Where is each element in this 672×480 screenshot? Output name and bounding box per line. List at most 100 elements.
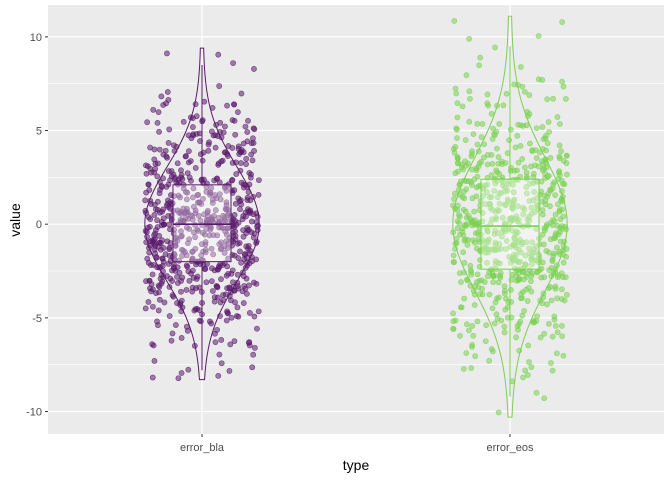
data-point [155, 109, 162, 116]
data-point [523, 184, 530, 191]
data-point [451, 18, 458, 24]
data-point [460, 249, 467, 256]
data-point [148, 281, 155, 288]
data-point [564, 171, 570, 178]
data-point [191, 307, 198, 314]
data-point [454, 100, 461, 107]
data-point [512, 231, 519, 238]
data-point [166, 221, 173, 228]
data-point [563, 291, 570, 298]
data-point [493, 167, 500, 174]
plot-panel [48, 5, 664, 434]
data-point [170, 142, 177, 149]
data-point [554, 244, 560, 251]
data-point [189, 124, 196, 130]
data-point [203, 279, 210, 286]
data-point [159, 262, 166, 269]
data-point [466, 88, 473, 95]
data-point [508, 217, 515, 224]
data-point [243, 290, 250, 297]
data-point [191, 229, 197, 236]
data-point [200, 195, 206, 202]
data-point [251, 313, 258, 320]
data-point [230, 238, 236, 245]
data-point [496, 241, 503, 247]
data-point [520, 269, 527, 275]
data-point [165, 212, 172, 219]
data-point [455, 160, 461, 167]
data-point [243, 161, 249, 168]
data-point [518, 122, 524, 129]
data-point [463, 350, 470, 356]
data-point [466, 327, 472, 334]
data-point [471, 176, 478, 183]
data-point [478, 134, 485, 141]
data-point [156, 232, 163, 239]
data-point [512, 144, 519, 151]
data-point [165, 140, 172, 146]
data-point [470, 332, 477, 339]
data-point [254, 213, 261, 220]
data-point [154, 173, 161, 180]
data-point [235, 255, 242, 261]
data-point [550, 95, 557, 102]
data-point [526, 359, 532, 365]
data-point [464, 241, 471, 248]
data-point [484, 259, 490, 266]
data-point [452, 170, 459, 177]
data-point [245, 226, 252, 233]
data-point [505, 181, 512, 188]
data-point [170, 171, 177, 178]
data-point [501, 329, 508, 336]
data-point [255, 308, 262, 315]
data-point [491, 131, 498, 138]
data-point [507, 259, 514, 266]
data-point [220, 129, 227, 136]
data-point [151, 357, 158, 364]
data-point [493, 311, 500, 318]
data-point [186, 277, 193, 284]
data-point [226, 368, 233, 374]
data-point [231, 338, 238, 345]
data-point [185, 159, 192, 166]
data-point [178, 335, 185, 341]
data-point [204, 207, 211, 214]
data-point [205, 147, 212, 154]
data-point [232, 299, 238, 306]
data-point [195, 191, 202, 198]
data-point [552, 192, 559, 198]
data-point [178, 167, 184, 174]
data-point [526, 198, 533, 204]
data-point [513, 251, 520, 258]
data-point [544, 96, 551, 103]
data-point [156, 296, 163, 303]
data-point [218, 245, 225, 252]
data-point [523, 273, 530, 280]
data-point [229, 145, 236, 151]
data-point [160, 221, 167, 228]
data-point [156, 128, 162, 135]
data-point [526, 92, 533, 98]
data-point [504, 187, 511, 194]
data-point [563, 253, 570, 260]
data-point [192, 165, 199, 171]
data-point [214, 266, 221, 273]
data-point [229, 176, 236, 183]
data-point [152, 165, 159, 172]
data-point [145, 181, 152, 188]
data-point [492, 44, 498, 51]
data-point [218, 158, 225, 165]
data-point [493, 214, 499, 221]
y-tick-label: 0 [36, 219, 42, 231]
data-point [213, 283, 220, 289]
data-point [151, 156, 158, 163]
data-point [533, 125, 540, 132]
data-point [147, 223, 153, 230]
data-point [477, 54, 484, 61]
data-point [465, 160, 471, 167]
data-point [244, 138, 251, 145]
data-point [508, 299, 514, 305]
data-point [452, 190, 458, 197]
data-point [206, 232, 213, 239]
